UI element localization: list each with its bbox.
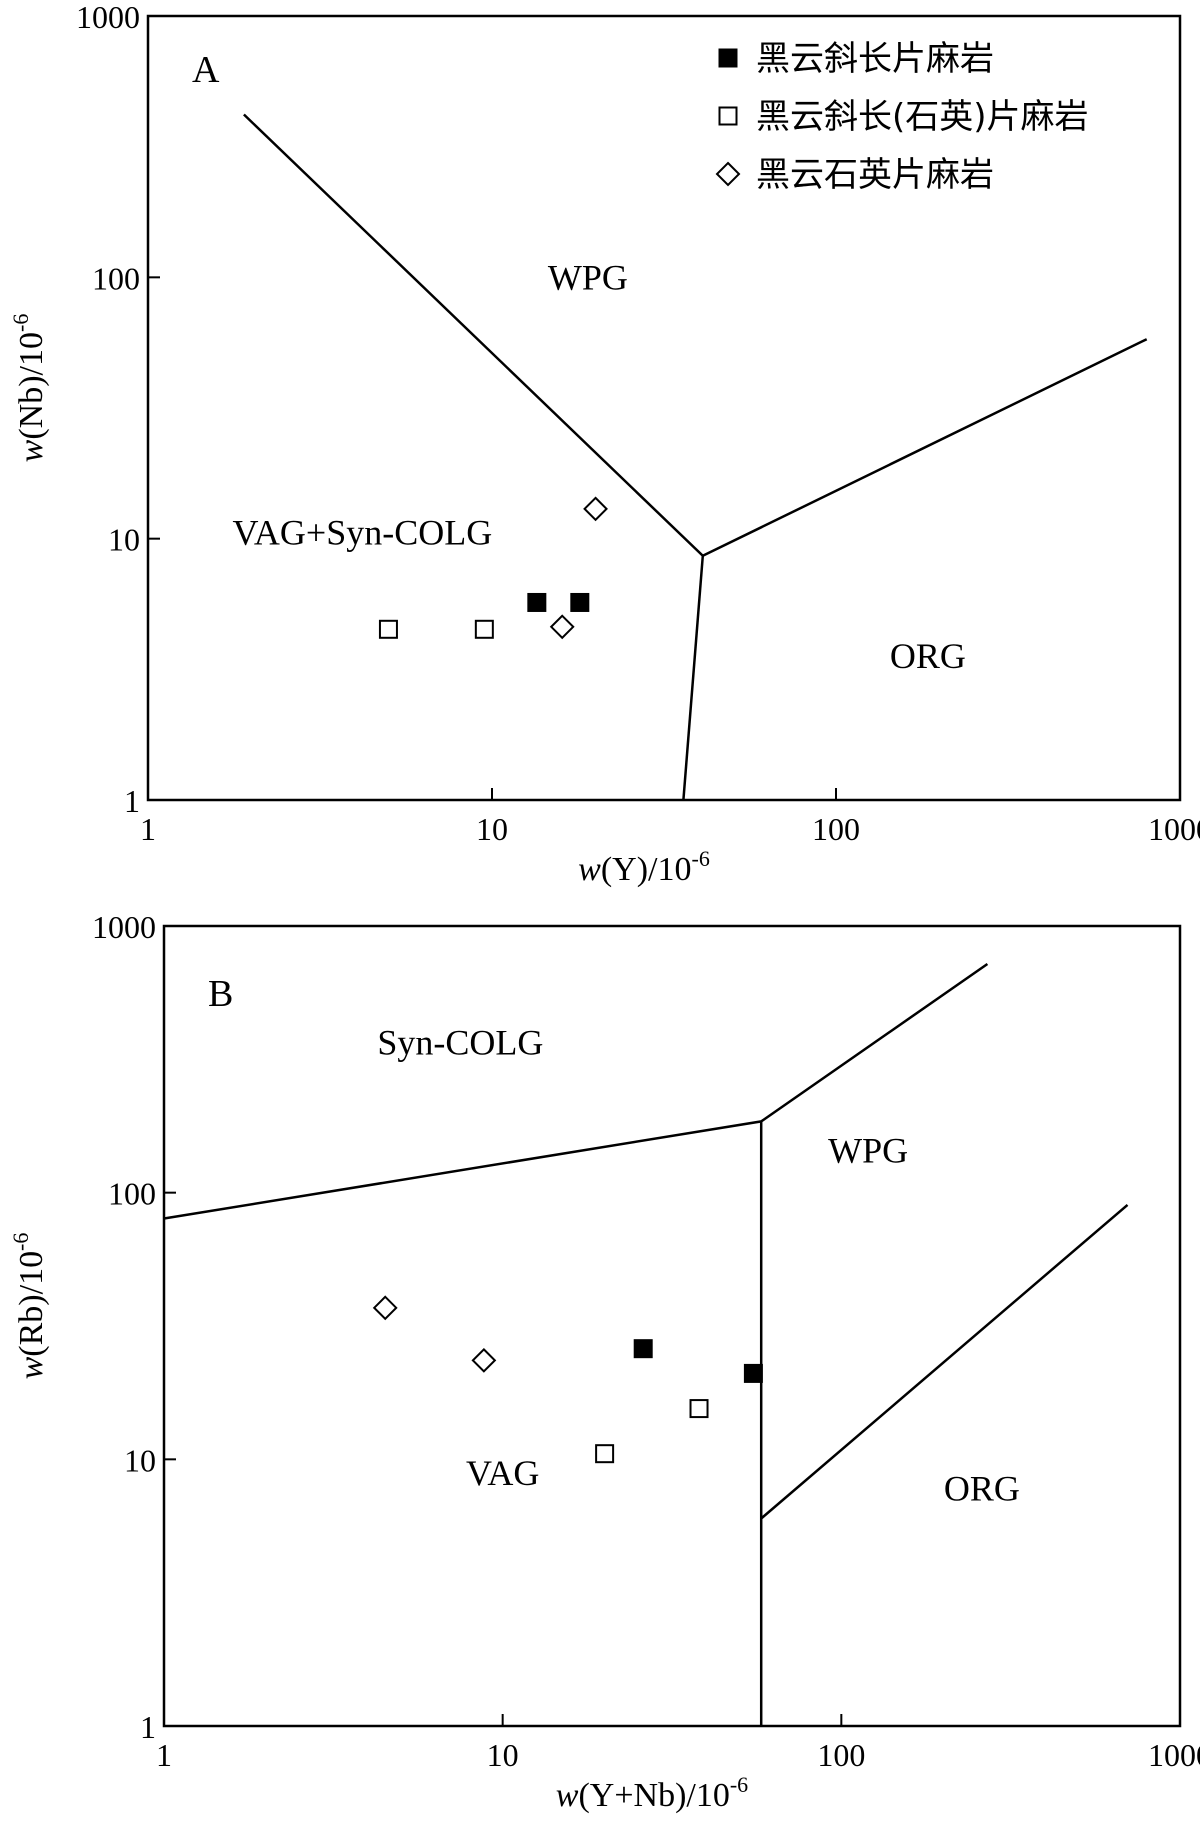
x-tick-label: 10 — [476, 811, 508, 847]
data-point — [633, 1339, 653, 1359]
data-point — [595, 1444, 615, 1464]
field-boundary — [163, 962, 989, 1220]
x-tick-label: 1000 — [1148, 811, 1200, 847]
field-boundary — [243, 113, 1148, 558]
x-tick-label: 1 — [156, 1737, 172, 1773]
data-point — [527, 592, 547, 612]
legend-marker — [718, 48, 738, 68]
y-tick-label: 100 — [108, 1176, 156, 1212]
data-point — [378, 619, 398, 639]
data-point — [689, 1399, 709, 1419]
x-axis-title: w(Y+Nb)/10-6 — [556, 1772, 748, 1814]
panel-b: 1 10 100 1000 1 10 100 1000 Syn-COLG WPG VAG ORG Bw(… — [8, 909, 1200, 1814]
field-label-vag: VAG — [466, 1453, 539, 1493]
y-tick-label: 10 — [108, 522, 140, 558]
y-axis-title: w(Nb)/10-6 — [8, 314, 50, 463]
field-label-wpg: WPG — [548, 257, 628, 297]
field-label-syn-colg: Syn-COLG — [377, 1022, 543, 1062]
data-point — [583, 496, 608, 522]
legend-label: 黑云石英片麻岩 — [756, 155, 994, 195]
y-tick-label: 1000 — [92, 909, 156, 945]
data-point — [372, 1295, 398, 1321]
legend-label: 黑云斜长片麻岩 — [756, 39, 994, 79]
panel-label: A — [192, 49, 220, 91]
panel-a: 1 10 100 1000 1 10 100 1000 WPG VAG+Syn-COLG ORG Aw… — [8, 0, 1200, 888]
y-tick-label: 10 — [124, 1442, 156, 1478]
x-tick-label: 100 — [817, 1737, 865, 1773]
field-label-vag+syn-colg: VAG+Syn-COLG — [233, 512, 493, 552]
data-point — [549, 614, 575, 640]
field-boundary — [682, 555, 705, 801]
plot-frame — [162, 924, 1182, 1728]
x-tick-label: 1000 — [1148, 1737, 1200, 1773]
field-label-wpg: WPG — [828, 1130, 908, 1170]
x-tick-label: 10 — [487, 1737, 519, 1773]
x-tick-label: 100 — [812, 811, 860, 847]
x-axis-title: w(Y)/10-6 — [578, 846, 710, 888]
y-tick-label: 100 — [92, 260, 140, 296]
data-point — [471, 1347, 497, 1373]
field-label-org: ORG — [890, 636, 966, 676]
y-axis-title: w(Rb)/10-6 — [8, 1233, 50, 1380]
y-tick-label: 1000 — [76, 0, 140, 35]
data-point — [570, 592, 590, 612]
panel-label: B — [208, 973, 233, 1015]
legend-marker — [715, 161, 741, 187]
y-tick-label: 1 — [140, 1709, 156, 1745]
legend-label: 黑云斜长(石英)片麻岩 — [756, 97, 1089, 137]
data-point — [743, 1363, 763, 1383]
legend-marker — [718, 106, 738, 126]
plot-frame — [146, 14, 1182, 802]
x-tick-label: 1 — [140, 811, 156, 847]
field-label-org: ORG — [944, 1469, 1020, 1509]
y-tick-label: 1 — [124, 783, 140, 819]
data-point — [474, 619, 494, 639]
field-boundary — [760, 1203, 1129, 1520]
